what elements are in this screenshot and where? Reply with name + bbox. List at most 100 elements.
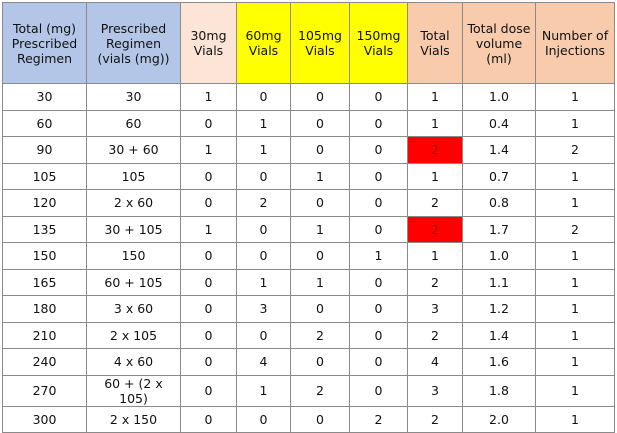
table-cell: 2 [407, 268, 463, 296]
table-cell: 3 x 60 [86, 295, 181, 323]
table-cell: 105 [2, 162, 87, 190]
table-cell: 120 [2, 189, 87, 217]
table-row: 90 30 + 60 1 1 0 0 2 1.4 2 [2, 136, 615, 164]
table-row: 60 60 0 1 0 0 1 0.4 1 [2, 109, 615, 137]
table-cell: 30 [86, 83, 181, 111]
table-cell: 2 [535, 215, 615, 243]
table-cell: 1 [407, 162, 463, 190]
table-cell: 150 [2, 242, 87, 270]
table-cell: 1 [236, 374, 291, 407]
table-cell: 1 [180, 83, 237, 111]
table-cell: 2 x 60 [86, 189, 181, 217]
table-cell: 1 [290, 162, 350, 190]
table-cell: 2 x 105 [86, 321, 181, 349]
table-cell: 1.1 [462, 268, 536, 296]
table-cell: 0.8 [462, 189, 536, 217]
table-cell: 0 [180, 162, 237, 190]
table-cell: 1 [236, 109, 291, 137]
table-cell: 300 [2, 405, 87, 433]
table-cell: 3 [236, 295, 291, 323]
header-cell: Number of Injections [535, 2, 615, 84]
table-cell: 1.0 [462, 242, 536, 270]
table-cell: 165 [2, 268, 87, 296]
table-cell: 2 [407, 136, 463, 164]
table-cell: 0 [349, 268, 408, 296]
table-cell: 30 [2, 83, 87, 111]
table-cell: 1 [535, 83, 615, 111]
table-row: 105 105 0 0 1 0 1 0.7 1 [2, 162, 615, 190]
table-cell: 60 + 105 [86, 268, 181, 296]
table-cell: 4 [236, 348, 291, 376]
table-row: 210 2 x 105 0 0 2 0 2 1.4 1 [2, 321, 615, 349]
table-cell: 0 [236, 321, 291, 349]
table-cell: 135 [2, 215, 87, 243]
table-cell: 0 [290, 109, 350, 137]
table-cell: 0 [290, 136, 350, 164]
table-cell: 0 [290, 295, 350, 323]
table-cell: 0 [349, 348, 408, 376]
table-cell: 150 [86, 242, 181, 270]
table-cell: 2 x 150 [86, 405, 181, 433]
table-cell: 0 [290, 405, 350, 433]
table-cell: 0 [349, 374, 408, 407]
table-cell: 1 [236, 136, 291, 164]
table-cell: 2.0 [462, 405, 536, 433]
table-cell: 0 [236, 162, 291, 190]
table-cell: 2 [290, 374, 350, 407]
table-cell: 1 [407, 83, 463, 111]
table-cell: 0 [349, 189, 408, 217]
table-row: 300 2 x 150 0 0 0 2 2 2.0 1 [2, 405, 615, 433]
table-cell: 1 [535, 189, 615, 217]
table-cell: 3 [407, 295, 463, 323]
table-cell: 0 [290, 348, 350, 376]
table-cell: 0 [180, 321, 237, 349]
table-cell: 0 [180, 268, 237, 296]
header-cell: 150mg Vials [349, 2, 408, 84]
table-cell: 0 [236, 242, 291, 270]
table-cell: 3 [407, 374, 463, 407]
table-cell: 1 [407, 242, 463, 270]
table-cell: 2 [407, 405, 463, 433]
table-cell: 1 [535, 242, 615, 270]
table-cell: 1 [407, 109, 463, 137]
table-cell: 0 [180, 405, 237, 433]
table-cell: 0 [180, 295, 237, 323]
table-row: 120 2 x 60 0 2 0 0 2 0.8 1 [2, 189, 615, 217]
table-cell: 0 [180, 242, 237, 270]
header-cell: Prescribed Regimen (vials (mg)) [86, 2, 181, 84]
table-cell: 1.2 [462, 295, 536, 323]
table-cell: 0 [236, 405, 291, 433]
table-cell: 0.7 [462, 162, 536, 190]
table-cell: 0 [180, 374, 237, 407]
table-row: 270 60 + (2 x 105) 0 1 2 0 3 1.8 1 [2, 374, 615, 407]
table-row: 30 30 1 0 0 0 1 1.0 1 [2, 83, 615, 111]
table-cell: 90 [2, 136, 87, 164]
table-cell: 2 [349, 405, 408, 433]
table-cell: 1 [180, 215, 237, 243]
table-cell: 2 [290, 321, 350, 349]
table-cell: 0 [349, 215, 408, 243]
header-row: Total (mg) Prescribed Regimen Prescribed … [2, 2, 615, 84]
table-cell: 4 x 60 [86, 348, 181, 376]
table-row: 165 60 + 105 0 1 1 0 2 1.1 1 [2, 268, 615, 296]
header-cell: 30mg Vials [180, 2, 237, 84]
table-cell: 1 [349, 242, 408, 270]
table-cell: 0 [290, 83, 350, 111]
header-cell: Total (mg) Prescribed Regimen [2, 2, 87, 84]
table-cell: 1 [535, 321, 615, 349]
table-cell: 270 [2, 374, 87, 407]
table-cell: 210 [2, 321, 87, 349]
header-cell: 105mg Vials [290, 2, 350, 84]
table-cell: 60 [86, 109, 181, 137]
table-cell: 1.8 [462, 374, 536, 407]
table-cell: 2 [535, 136, 615, 164]
table-row: 150 150 0 0 0 1 1 1.0 1 [2, 242, 615, 270]
table-cell: 240 [2, 348, 87, 376]
table-cell: 1 [535, 405, 615, 433]
table-cell: 1 [535, 295, 615, 323]
table-cell: 1 [535, 374, 615, 407]
table-cell: 4 [407, 348, 463, 376]
table-cell: 1.4 [462, 321, 536, 349]
table-body: 30 30 1 0 0 0 1 1.0 1 60 60 0 1 0 0 1 0.4 1 90 30 + 60 1 1 0 0 2… [2, 83, 615, 433]
header-cell: 60mg Vials [236, 2, 291, 84]
